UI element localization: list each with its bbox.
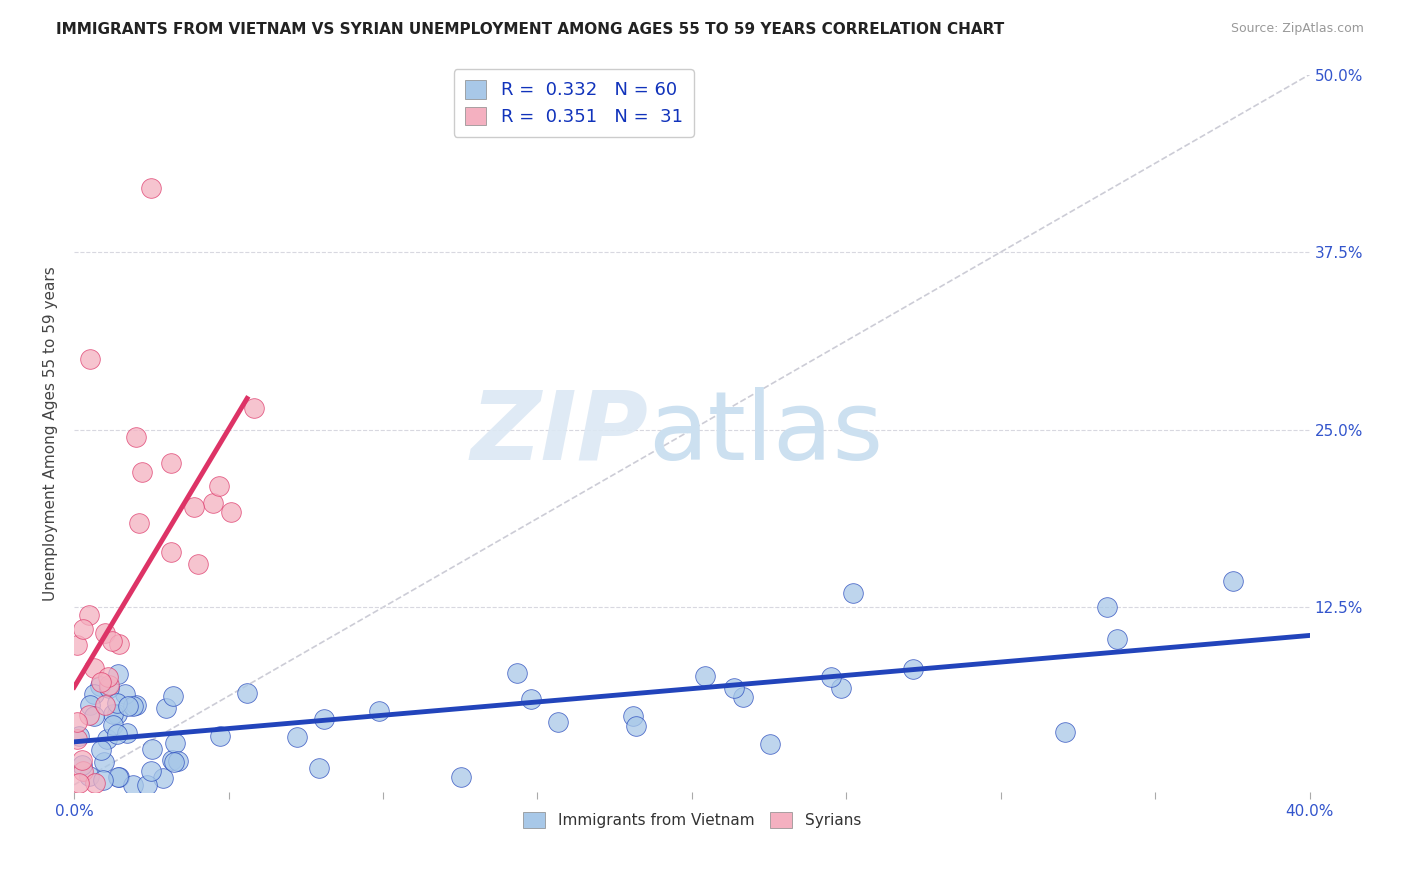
Point [162,689,184,703]
Point [450,771,472,785]
Point [155,701,177,715]
Point [94,698,117,712]
Point [125,698,148,712]
Text: Source: ZipAtlas.com: Source: ZipAtlas.com [1230,22,1364,36]
Point [121,698,143,713]
Point [547,715,569,730]
Point [236,686,259,700]
Point [105,726,128,740]
Point [93,755,115,769]
Point [368,704,391,718]
Point [733,690,755,704]
Point [506,665,529,680]
Point [90,743,112,757]
Point [723,681,745,695]
Point [201,496,224,510]
Point [97,681,120,695]
Point [103,718,125,732]
Point [1105,632,1128,646]
Text: IMMIGRANTS FROM VIETNAM VS SYRIAN UNEMPLOYMENT AMONG AGES 55 TO 59 YEARS CORRELA: IMMIGRANTS FROM VIETNAM VS SYRIAN UNEMPL… [56,22,1004,37]
Point [1097,600,1119,615]
Point [77,607,100,622]
Point [121,778,143,792]
Point [166,754,188,768]
Legend: Immigrants from Vietnam, Syrians: Immigrants from Vietnam, Syrians [516,806,868,835]
Point [221,505,243,519]
Point [131,465,153,479]
Text: ZIP: ZIP [471,387,648,480]
Y-axis label: Unemployment Among Ages 55 to 59 years: Unemployment Among Ages 55 to 59 years [44,266,58,600]
Point [100,634,122,648]
Point [693,669,716,683]
Point [67,729,90,743]
Point [77,708,100,723]
Point [90,675,112,690]
Point [96,671,118,685]
Point [108,637,131,651]
Point [830,681,852,696]
Point [107,667,129,681]
Point [115,726,138,740]
Point [105,707,128,722]
Point [621,708,644,723]
Point [93,625,115,640]
Point [107,770,129,784]
Point [207,479,229,493]
Point [83,708,105,723]
Point [159,545,181,559]
Point [66,714,89,729]
Point [209,729,232,743]
Text: atlas: atlas [648,387,884,480]
Point [186,557,208,571]
Point [79,698,101,712]
Point [163,735,186,749]
Point [624,719,647,733]
Point [243,401,266,416]
Point [72,764,94,779]
Point [83,687,105,701]
Point [77,768,100,782]
Point [107,770,129,784]
Point [83,776,105,790]
Point [285,731,308,745]
Point [152,771,174,785]
Point [141,742,163,756]
Point [97,678,120,692]
Point [183,500,205,514]
Point [160,456,183,470]
Point [72,752,94,766]
Point [1222,574,1244,588]
Point [117,699,139,714]
Point [128,516,150,530]
Point [314,712,336,726]
Point [66,731,89,746]
Point [96,731,118,746]
Point [79,351,101,366]
Point [91,772,114,787]
Point [162,755,184,769]
Point [105,696,128,710]
Point [1054,725,1077,739]
Point [162,753,184,767]
Point [66,638,89,652]
Point [139,764,162,778]
Point [72,623,94,637]
Point [67,776,90,790]
Point [308,761,330,775]
Point [83,661,105,675]
Point [70,757,93,772]
Point [125,430,148,444]
Point [114,688,136,702]
Point [520,691,543,706]
Point [901,662,924,676]
Point [820,670,842,684]
Point [141,181,163,195]
Point [759,738,782,752]
Point [89,679,111,693]
Point [842,586,865,600]
Point [136,778,159,792]
Point [101,707,124,722]
